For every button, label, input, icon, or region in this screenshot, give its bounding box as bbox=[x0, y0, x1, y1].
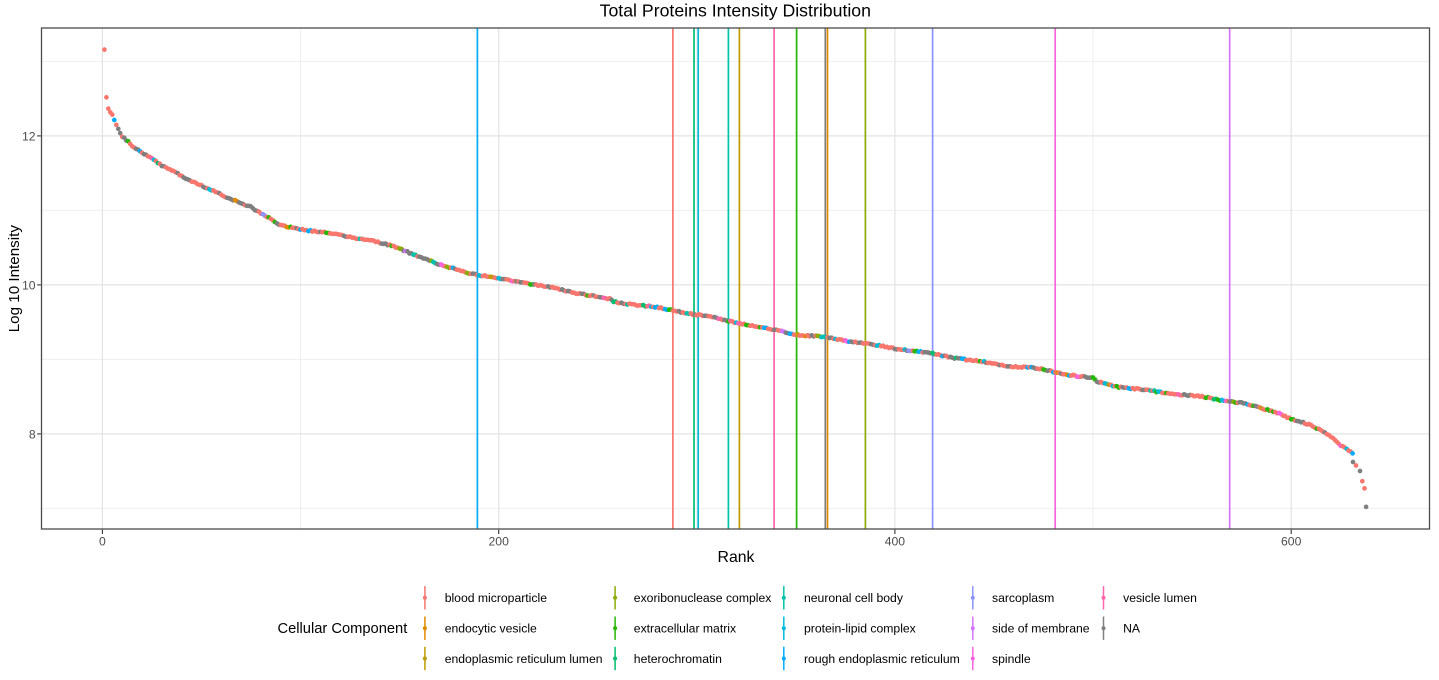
svg-text:12: 12 bbox=[22, 129, 36, 143]
svg-text:NA: NA bbox=[1123, 622, 1141, 636]
svg-text:endoplasmic reticulum lumen: endoplasmic reticulum lumen bbox=[445, 652, 603, 666]
svg-text:400: 400 bbox=[885, 534, 906, 548]
svg-text:neuronal cell body: neuronal cell body bbox=[804, 591, 904, 605]
svg-text:side of membrane: side of membrane bbox=[992, 622, 1090, 636]
svg-text:Total Proteins Intensity Distr: Total Proteins Intensity Distribution bbox=[600, 1, 871, 21]
svg-text:protein-lipid complex: protein-lipid complex bbox=[804, 622, 916, 636]
svg-text:endocytic vesicle: endocytic vesicle bbox=[445, 622, 537, 636]
svg-text:Cellular Component: Cellular Component bbox=[278, 621, 408, 637]
svg-text:vesicle lumen: vesicle lumen bbox=[1123, 591, 1197, 605]
svg-text:extracellular matrix: extracellular matrix bbox=[634, 622, 736, 636]
svg-text:10: 10 bbox=[22, 278, 36, 292]
svg-text:200: 200 bbox=[489, 534, 510, 548]
svg-text:Log 10 Intensity: Log 10 Intensity bbox=[6, 225, 23, 333]
svg-text:heterochromatin: heterochromatin bbox=[634, 652, 722, 666]
svg-text:600: 600 bbox=[1281, 534, 1302, 548]
svg-text:exoribonuclease complex: exoribonuclease complex bbox=[634, 591, 772, 605]
svg-text:Rank: Rank bbox=[718, 549, 755, 566]
svg-text:spindle: spindle bbox=[992, 652, 1031, 666]
svg-text:0: 0 bbox=[99, 534, 106, 548]
svg-text:blood microparticle: blood microparticle bbox=[445, 591, 548, 605]
svg-text:8: 8 bbox=[29, 427, 36, 441]
svg-text:sarcoplasm: sarcoplasm bbox=[992, 591, 1054, 605]
svg-text:rough endoplasmic reticulum: rough endoplasmic reticulum bbox=[804, 652, 960, 666]
